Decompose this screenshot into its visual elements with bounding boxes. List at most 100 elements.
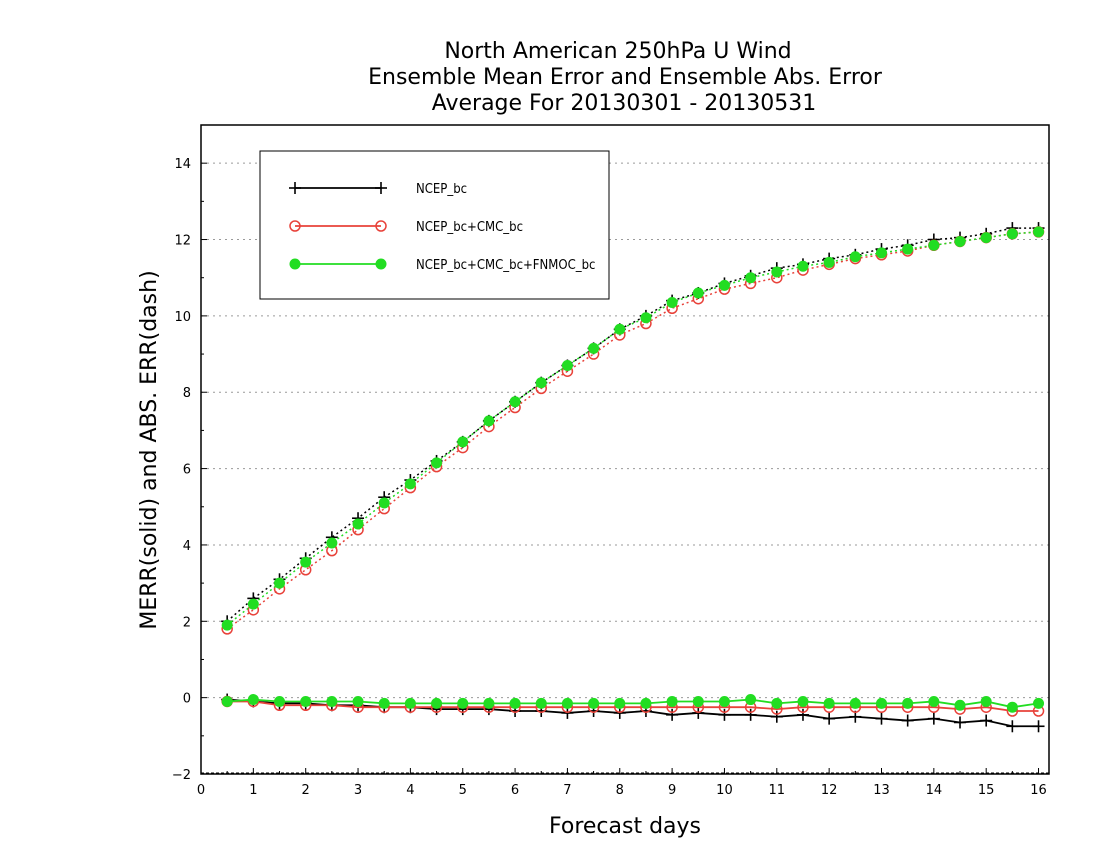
series-1: [221, 226, 1045, 717]
merr-point: [901, 714, 914, 727]
merr-point: [1006, 701, 1018, 713]
x-tick-label: 16: [1030, 783, 1047, 798]
y-tick-label: 14: [174, 157, 191, 172]
legend-marker: [289, 220, 301, 232]
merr-point: [640, 697, 652, 709]
abs-err-point: [745, 272, 757, 284]
x-axis-label: Forecast days: [549, 814, 701, 839]
merr-point: [431, 697, 443, 709]
abs-err-point: [614, 323, 626, 335]
merr-point: [326, 695, 338, 707]
abs-err-point: [352, 518, 364, 530]
merr-point: [300, 695, 312, 707]
abs-err-point: [431, 457, 443, 469]
abs-err-point: [300, 556, 312, 568]
merr-point: [247, 694, 259, 706]
merr-point: [274, 695, 286, 707]
legend-label: NCEP_bc+CMC_bc+FNMOC_bc: [416, 258, 595, 273]
legend-label: NCEP_bc+CMC_bc: [416, 220, 523, 235]
merr-point: [796, 708, 809, 721]
abs-err-point: [797, 260, 809, 272]
abs-err-point: [928, 239, 940, 251]
x-tick-label: 7: [563, 783, 571, 798]
x-tick-label: 0: [197, 783, 205, 798]
merr-point: [745, 694, 757, 706]
y-axis-label: MERR(solid) and ABS. ERR(dash): [137, 270, 162, 629]
merr-point: [771, 697, 783, 709]
merr-point: [954, 716, 967, 729]
abs-err-point: [483, 415, 495, 427]
merr-point: [666, 708, 679, 721]
legend-label: NCEP_bc: [416, 182, 467, 197]
chart-title-line-1: North American 250hPa U Wind: [444, 39, 791, 64]
x-tick-label: 13: [873, 783, 890, 798]
abs-err-point: [875, 247, 887, 259]
legend-marker: [375, 220, 387, 232]
merr-point: [770, 710, 783, 723]
abs-err-point: [666, 297, 678, 309]
merr-point: [378, 697, 390, 709]
abs-err-point: [561, 360, 573, 372]
chart-title-line-2: Ensemble Mean Error and Ensemble Abs. Er…: [368, 65, 883, 90]
merr-point: [588, 697, 600, 709]
abs-err-point: [457, 436, 469, 448]
y-tick-label: 10: [174, 310, 191, 325]
abs-err-point: [954, 235, 966, 247]
merr-point: [1033, 697, 1045, 709]
abs-err-line: [226, 231, 1039, 626]
abs-err-point: [588, 342, 600, 354]
abs-err-point: [902, 243, 914, 255]
abs-err-point: [823, 256, 835, 268]
abs-err-point: [378, 497, 390, 509]
abs-err-point: [1006, 228, 1018, 240]
y-tick-label: 6: [183, 463, 191, 478]
legend-marker: [289, 182, 301, 194]
merr-point: [1032, 720, 1045, 733]
series-layer: [221, 222, 1045, 733]
merr-point: [457, 697, 469, 709]
x-tick-label: 10: [716, 783, 733, 798]
x-tick-label: 12: [821, 783, 838, 798]
abs-err-point: [1033, 226, 1045, 238]
abs-err-point: [771, 266, 783, 278]
y-tick-label: 0: [183, 692, 191, 707]
abs-err-point: [535, 377, 547, 389]
legend-marker: [289, 258, 301, 270]
legend-item: NCEP_bc: [289, 182, 467, 197]
merr-point: [902, 697, 914, 709]
merr-point: [718, 708, 731, 721]
x-tick-label: 6: [511, 783, 519, 798]
x-tick-label: 1: [249, 783, 257, 798]
merr-point: [875, 697, 887, 709]
merr-point: [692, 695, 704, 707]
legend-item: NCEP_bc+CMC_bc+FNMOC_bc: [289, 258, 595, 273]
merr-point: [221, 695, 233, 707]
x-tick-label: 2: [302, 783, 310, 798]
x-tick-label: 15: [978, 783, 995, 798]
x-tick-label: 5: [459, 783, 467, 798]
x-tick-label: 11: [769, 783, 786, 798]
merr-point: [718, 695, 730, 707]
merr-point: [797, 695, 809, 707]
legend-marker: [375, 182, 387, 194]
merr-point: [666, 695, 678, 707]
merr-point: [980, 714, 993, 727]
abs-err-point: [640, 312, 652, 324]
merr-point: [352, 695, 364, 707]
merr-point: [823, 697, 835, 709]
x-tick-label: 8: [616, 783, 624, 798]
abs-err-point: [718, 279, 730, 291]
y-tick-label: 8: [183, 386, 191, 401]
x-tick-label: 3: [354, 783, 362, 798]
x-tick-label: 14: [926, 783, 943, 798]
abs-err-point: [326, 537, 338, 549]
merr-point: [823, 712, 836, 725]
merr-point: [561, 697, 573, 709]
abs-err-point: [247, 598, 259, 610]
abs-err-point: [692, 287, 704, 299]
x-tick-label: 9: [668, 783, 676, 798]
merr-point: [535, 697, 547, 709]
series-2: [221, 226, 1045, 713]
